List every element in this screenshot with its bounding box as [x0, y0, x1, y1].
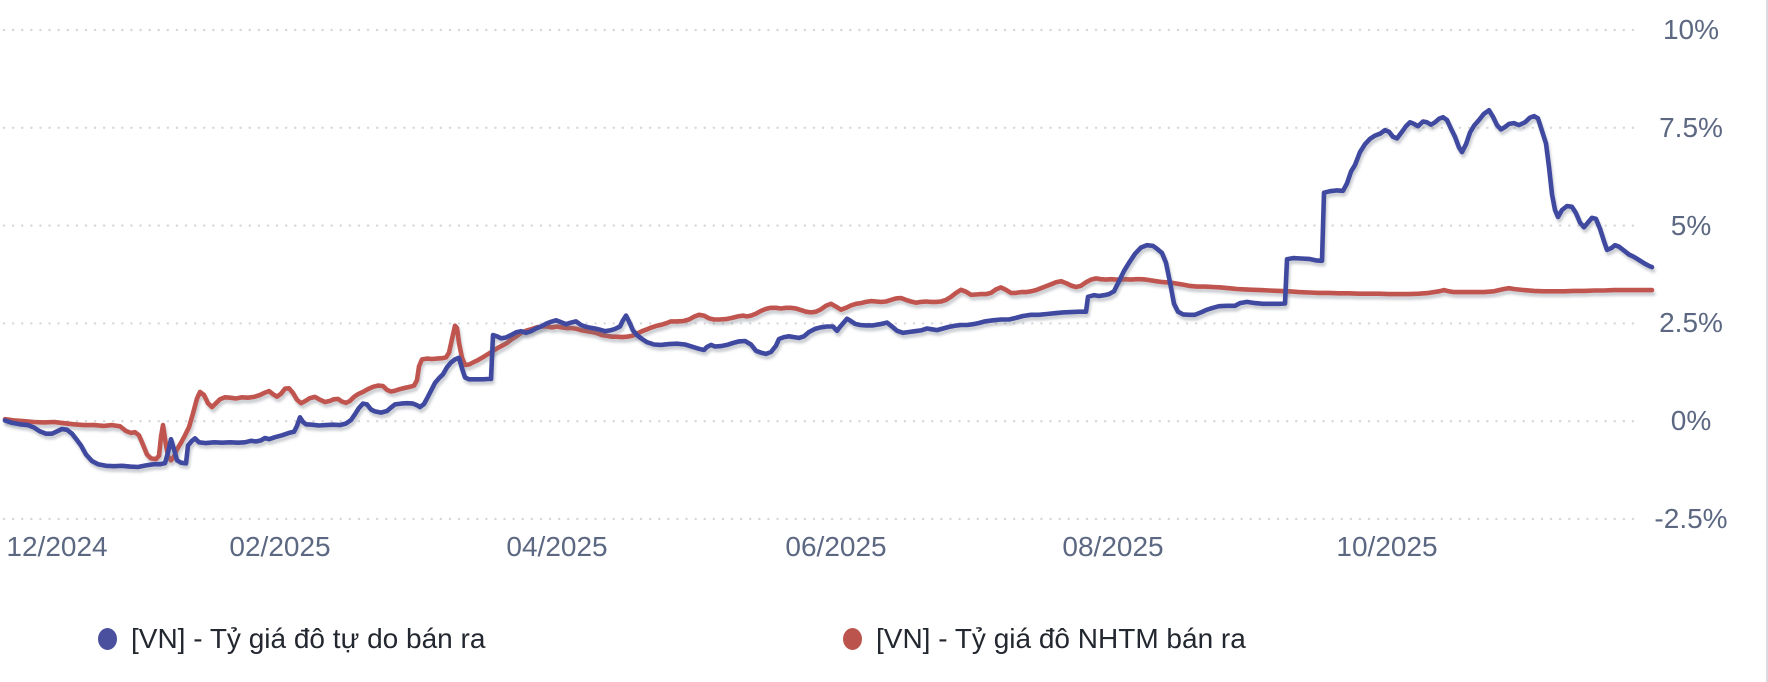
- x-axis-tick-label: 06/2025: [785, 531, 887, 562]
- x-axis-tick-label: 04/2025: [506, 531, 608, 562]
- legend-dot-icon: [98, 628, 117, 650]
- x-axis-tick-label: 12/2024: [6, 531, 108, 562]
- y-axis-tick-label: 5%: [1670, 209, 1712, 241]
- x-axis-tick-label: 10/2025: [1336, 531, 1438, 562]
- series-line-0[interactable]: [2, 276, 1655, 463]
- legend-item-label: [VN] - Tỷ giá đô tự do bán ra: [131, 623, 486, 654]
- card-right-border: [1766, 0, 1768, 682]
- x-axis-tick-label: 08/2025: [1062, 531, 1164, 562]
- y-axis-tick-label: 2.5%: [1659, 307, 1723, 339]
- plot-area: [2, 28, 1655, 521]
- gridlines: [2, 28, 1642, 521]
- y-axis-tick-label: 0%: [1670, 405, 1712, 437]
- legend-item-1[interactable]: [VN] - Tỷ giá đô NHTM bán ra: [843, 623, 1246, 655]
- y-axis-tick-label: -2.5%: [1654, 503, 1728, 534]
- x-axis-tick-label: 02/2025: [229, 531, 331, 562]
- series-lines: [2, 107, 1655, 470]
- legend-item-0[interactable]: [VN] - Tỷ giá đô tự do bán ra: [98, 623, 485, 655]
- legend-item-label: [VN] - Tỷ giá đô NHTM bán ra: [876, 623, 1246, 654]
- legend-dot-icon: [843, 628, 862, 650]
- y-axis-tick-label: 10%: [1662, 14, 1720, 45]
- series-line-1[interactable]: [2, 107, 1655, 470]
- y-axis-tick-label: 7.5%: [1659, 111, 1723, 143]
